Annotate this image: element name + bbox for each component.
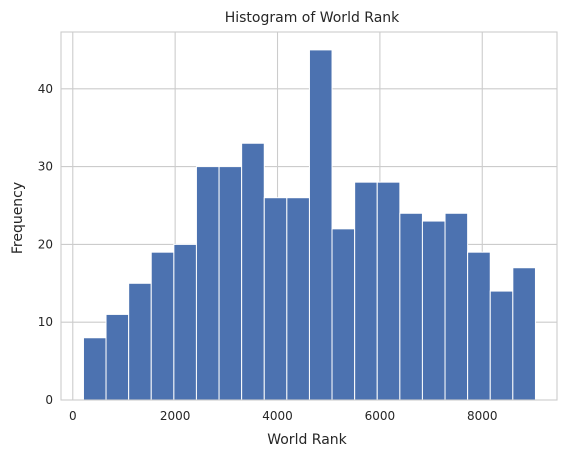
x-tick-label: 4000 (262, 409, 293, 423)
x-axis-label: World Rank (267, 432, 347, 448)
x-tick-label: 6000 (365, 409, 396, 423)
y-tick-label: 0 (45, 393, 53, 407)
chart-title: Histogram of World Rank (225, 10, 400, 26)
y-tick-label: 10 (38, 315, 53, 329)
x-tick-label: 0 (69, 409, 77, 423)
plot-frame (60, 31, 558, 401)
histogram-bar-6 (195, 166, 220, 401)
y-tick-label: 20 (38, 237, 53, 251)
histogram-bar-12 (331, 228, 356, 401)
histogram-bar-3 (128, 282, 152, 401)
y-tick-label: 40 (38, 82, 53, 96)
histogram-bar-13 (354, 181, 378, 401)
y-axis-label: Frequency (10, 182, 26, 254)
histogram-bar-11 (308, 49, 333, 401)
x-tick-label: 8000 (467, 409, 498, 423)
histogram-bar-20 (512, 267, 536, 401)
histogram-bar-5 (173, 243, 197, 401)
histogram-bar-16 (421, 220, 446, 401)
histogram-bar-9 (263, 197, 288, 401)
histogram-bar-19 (489, 290, 514, 401)
histogram-bar-15 (399, 212, 423, 401)
histogram-bar-18 (467, 251, 491, 401)
histogram-bar-1 (82, 337, 107, 401)
histogram-bar-10 (286, 197, 310, 401)
histogram-bar-2 (105, 313, 130, 401)
histogram-bar-8 (241, 142, 265, 401)
x-tick-label: 2000 (160, 409, 191, 423)
histogram-bar-17 (444, 212, 469, 401)
y-tick-label: 30 (38, 160, 53, 174)
histogram-bar-14 (376, 181, 401, 401)
x-tick-labels: 0 2000 4000 6000 8000 (69, 409, 498, 423)
histogram-bar-4 (150, 251, 175, 401)
histogram-bar-7 (218, 166, 243, 401)
bars (82, 49, 536, 401)
y-tick-labels: 0 10 20 30 40 (38, 82, 53, 407)
